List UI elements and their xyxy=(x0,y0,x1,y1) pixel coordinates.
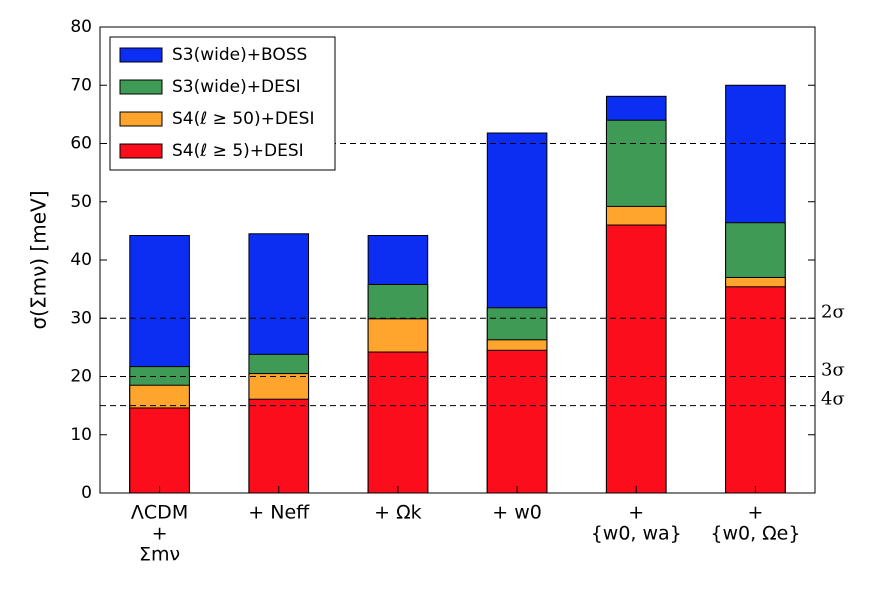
legend-swatch xyxy=(119,143,163,159)
legend-swatch xyxy=(119,79,163,95)
x-tick-label: + xyxy=(152,523,168,545)
bar xyxy=(129,407,190,494)
x-tick-label: + w0 xyxy=(492,502,542,524)
x-tick-label: + Ωk xyxy=(374,502,421,524)
y-tick-label: 0 xyxy=(81,483,92,503)
x-tick-label: + xyxy=(747,502,763,524)
reference-label: 3σ xyxy=(821,360,845,381)
reference-label: 2σ xyxy=(821,301,845,322)
y-tick-label: 80 xyxy=(70,17,92,37)
legend-swatch xyxy=(119,47,163,63)
x-tick-label: {w0, wa} xyxy=(591,523,682,545)
legend-label: S4(ℓ ≥ 50)+DESI xyxy=(172,109,314,129)
y-tick-label: 30 xyxy=(70,308,92,328)
x-tick-label: + Neff xyxy=(248,502,310,524)
x-tick-label: ΛCDM xyxy=(131,502,188,524)
reference-label: 4σ xyxy=(821,389,845,410)
bar xyxy=(605,224,667,494)
y-tick-label: 70 xyxy=(70,75,92,95)
bar xyxy=(367,351,429,494)
y-tick-label: 10 xyxy=(70,425,92,445)
legend-label: S4(ℓ ≥ 5)+DESI xyxy=(172,141,304,161)
y-tick-label: 20 xyxy=(70,367,92,387)
x-tick-label: + xyxy=(628,502,644,524)
y-tick-label: 50 xyxy=(70,192,92,212)
legend-label: S3(wide)+BOSS xyxy=(172,45,307,65)
y-tick-label: 40 xyxy=(70,250,92,270)
bar xyxy=(248,398,310,494)
y-axis-label: σ(Σmν) [meV] xyxy=(27,190,51,329)
bar xyxy=(486,349,548,494)
legend-label: S3(wide)+DESI xyxy=(172,77,301,97)
x-tick-label: Σmν xyxy=(139,544,180,566)
bar xyxy=(725,286,786,494)
y-tick-label: 60 xyxy=(70,134,92,154)
x-tick-label: {w0, Ωe} xyxy=(710,523,800,545)
legend-swatch xyxy=(119,111,163,127)
